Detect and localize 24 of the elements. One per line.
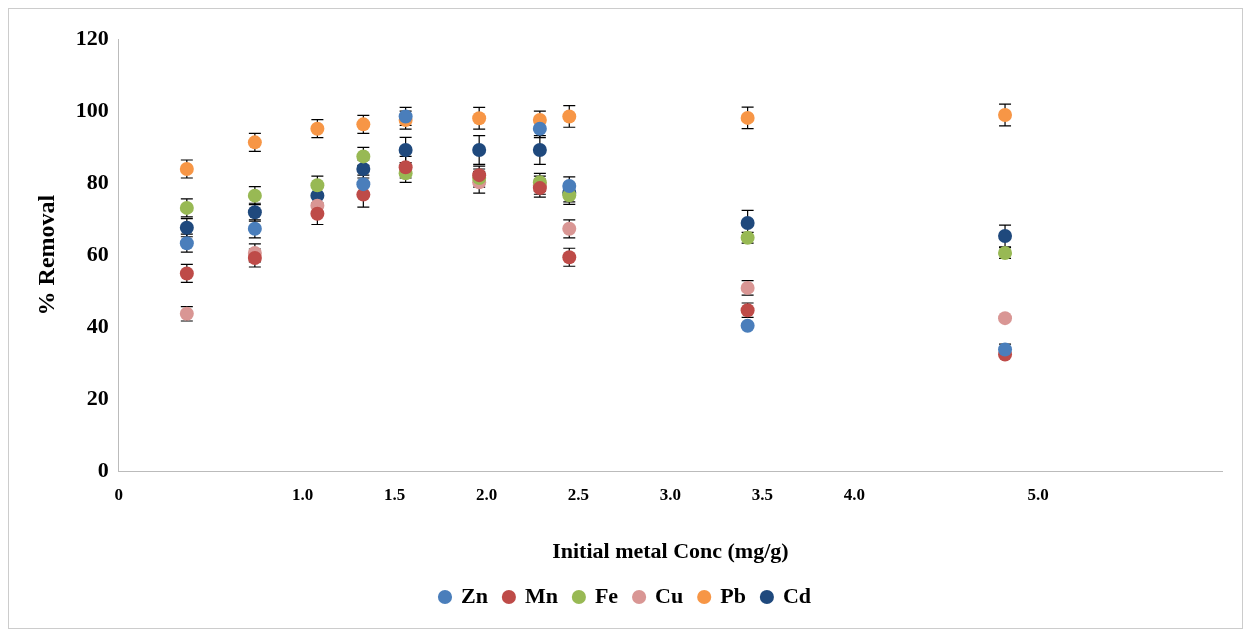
- y-axis-title: % Removal: [32, 194, 59, 316]
- x-tick-label: 0: [114, 484, 124, 504]
- legend-label: Cu: [655, 582, 684, 608]
- legend-label: Pb: [720, 582, 746, 608]
- x-tick-label: 4.0: [843, 484, 865, 504]
- x-tick-label: 5.0: [1027, 484, 1049, 504]
- y-tick-label: 20: [86, 384, 109, 410]
- y-tick-label: 0: [97, 456, 109, 482]
- x-tick-label: 1.0: [292, 484, 314, 504]
- x-axis-title: Initial metal Conc (mg/g): [552, 538, 789, 564]
- x-tick-label: 3.5: [751, 484, 773, 504]
- y-tick-label: 40: [86, 312, 109, 338]
- x-tick-label: 1.5: [383, 484, 406, 504]
- y-tick-label: 120: [75, 24, 109, 50]
- x-tick-label: 2.0: [475, 484, 498, 504]
- legend-label: Mn: [524, 582, 558, 608]
- y-tick-label: 80: [86, 168, 109, 194]
- legend-label: Cd: [782, 582, 812, 608]
- legend-label: Fe: [594, 582, 619, 608]
- y-tick-label: 100: [75, 96, 109, 122]
- legend-label: Zn: [460, 582, 488, 608]
- x-tick-label: 3.0: [659, 484, 682, 504]
- x-tick-label: 2.5: [567, 484, 590, 504]
- y-tick-label: 60: [86, 240, 109, 266]
